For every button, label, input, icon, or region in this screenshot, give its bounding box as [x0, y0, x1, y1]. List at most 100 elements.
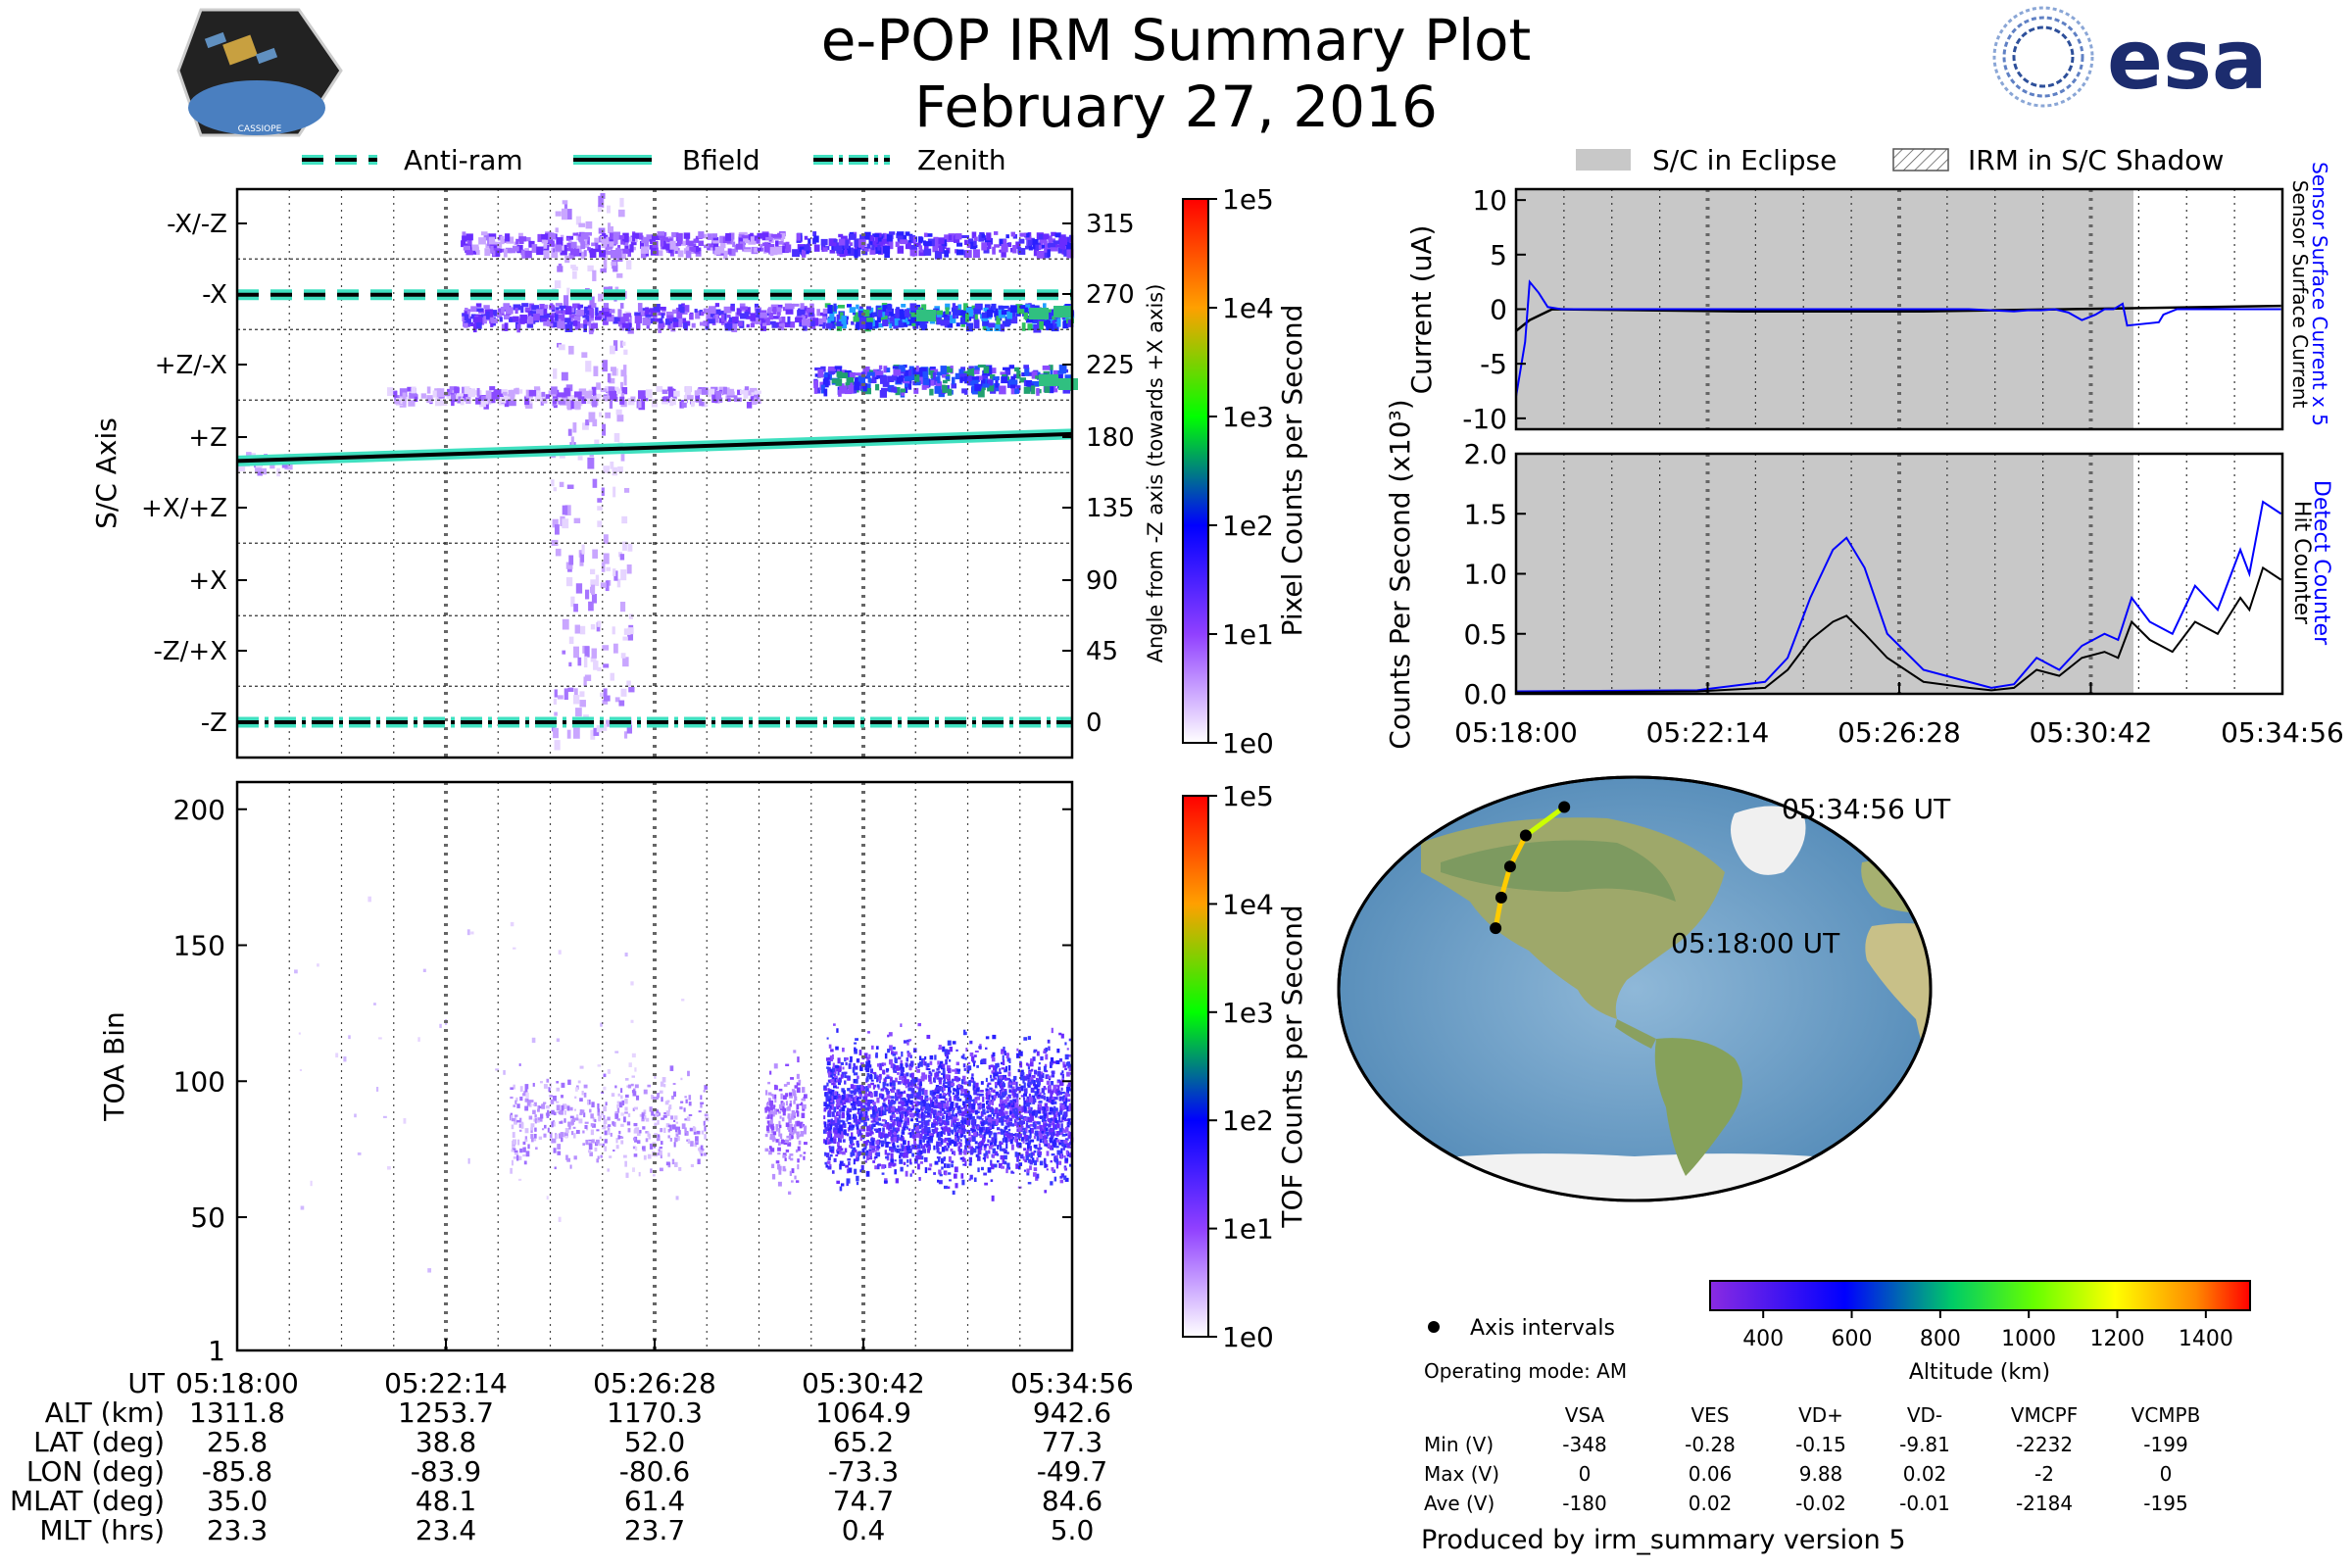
toa-heat-cell	[536, 1108, 540, 1112]
sc-heat-cell	[725, 395, 730, 402]
toa-heat-cell	[561, 1137, 564, 1143]
toa-heat-cell	[864, 1096, 868, 1102]
sc-heat-cell	[583, 676, 587, 687]
toa-heat-cell	[980, 1081, 984, 1085]
toa-heat-cell	[553, 1111, 557, 1116]
sc-heat-cell	[627, 629, 634, 641]
sc-heat-cell	[462, 231, 466, 237]
toa-heat-cell	[964, 1103, 968, 1107]
toa-heat-cell	[876, 1145, 880, 1150]
sc-heat-cell	[420, 393, 426, 399]
toa-heat-cell	[835, 1111, 840, 1117]
toa-heat-cell	[1017, 1142, 1021, 1146]
sc-heat-cell	[841, 385, 848, 394]
sc-heat-cell	[575, 708, 582, 717]
toa-heat-cell	[903, 1107, 906, 1112]
toa-heat-cell	[835, 1046, 839, 1051]
toa-heat-cell	[997, 1152, 1000, 1156]
sc-heat-cell	[481, 396, 488, 402]
toa-heat-cell	[798, 1140, 802, 1146]
sc-axis-lines	[236, 289, 1073, 728]
toa-heat-cell	[633, 1153, 638, 1157]
toa-heat-cell	[923, 1110, 927, 1113]
toa-heat-cell	[1048, 1088, 1052, 1094]
toa-heat-cell	[825, 1164, 829, 1168]
toa-heat-cell	[845, 1061, 848, 1066]
toa-heat-cell	[923, 1134, 928, 1137]
sc-heat-cell	[599, 250, 606, 258]
toa-heat-cell	[951, 1160, 955, 1163]
toa-heat-cell	[1063, 1106, 1068, 1110]
toa-heat-cell	[831, 1170, 835, 1174]
sc-heat-cell	[491, 396, 496, 404]
sc-heat-cell	[728, 317, 734, 322]
sc-heat-cell	[850, 382, 854, 392]
toa-heat-cell	[835, 1103, 839, 1108]
sc-heat-cell	[603, 466, 611, 473]
toa-heat-cell	[564, 1103, 567, 1108]
sc-heat-cell	[619, 554, 625, 561]
sc-heat-cell	[856, 304, 859, 310]
toa-heat-cell	[661, 1117, 665, 1120]
sc-heat-cell	[987, 379, 994, 386]
toa-heat-cell	[986, 1094, 989, 1101]
toa-heat-cell	[912, 1082, 916, 1087]
sc-heat-cell	[906, 375, 915, 381]
sc-heat-cell	[553, 727, 559, 739]
toa-heat-cell	[877, 1107, 881, 1111]
pixel-colorbar-label: Pixel Counts per Second	[1276, 305, 1308, 637]
sc-heat-cell	[933, 236, 939, 246]
toa-heat-cell	[855, 1088, 858, 1094]
toa-heat-cell	[1050, 1181, 1054, 1186]
toa-heat-cell	[910, 1088, 915, 1094]
toa-heat-cell	[1066, 1071, 1070, 1077]
toa-heat-cell	[591, 1139, 595, 1144]
sc-heat-cell	[865, 383, 871, 391]
toa-heat-cell	[1056, 1081, 1059, 1084]
sc-axis-tick-label: +X/+Z	[141, 494, 227, 523]
toa-heat-cell	[946, 1142, 950, 1146]
toa-heat-cell	[895, 1116, 900, 1122]
sc-heat-cell	[738, 233, 745, 238]
toa-heat-cell	[829, 1153, 833, 1157]
sc-heat-cell	[746, 316, 752, 319]
sc-heat-cell	[581, 544, 585, 555]
toa-heat-cell	[908, 1085, 912, 1091]
toa-heat-cell	[1061, 1142, 1066, 1147]
sc-heat-cell	[1026, 243, 1033, 249]
sc-heat-cell	[603, 395, 611, 401]
sc-heat-cell	[464, 310, 469, 317]
toa-heat-cell	[836, 1151, 841, 1154]
toa-heat-cell	[1000, 1061, 1004, 1065]
toa-heat-cell	[777, 1142, 781, 1147]
sc-heat-cell	[777, 304, 783, 309]
toa-heat-cell	[621, 1100, 625, 1105]
toa-heat-cell	[969, 1114, 972, 1120]
toa-heat-cell	[624, 1111, 628, 1114]
sc-heat-cell	[609, 225, 614, 235]
toa-heat-cell	[882, 1110, 887, 1116]
toa-heat-cell	[874, 1111, 878, 1117]
sc-heat-cell	[594, 237, 599, 244]
sc-heat-cell	[754, 390, 761, 394]
toa-heat-cell	[1020, 1106, 1024, 1112]
toa-heat-cell	[604, 1130, 608, 1136]
toa-heat-cell	[561, 1104, 564, 1111]
toa-heat-cell	[798, 1079, 802, 1084]
toa-heat-cell	[884, 1138, 887, 1145]
sc-heat-cell	[575, 216, 581, 225]
toa-heat-cell	[647, 1084, 652, 1088]
toa-heat-cell	[889, 1045, 893, 1052]
sc-heat-cell	[673, 242, 681, 247]
toa-heat-cell	[534, 1114, 537, 1118]
toa-heat-cell	[1061, 1070, 1064, 1074]
toa-heat-cell	[918, 1055, 922, 1060]
toa-heat-cell	[858, 1050, 862, 1055]
sc-heat-cell	[852, 389, 858, 394]
toa-heat-cell	[514, 1114, 518, 1117]
toa-heat-cell	[841, 1111, 845, 1117]
toa-heat-cell	[857, 1075, 859, 1079]
toa-heat-cell	[539, 1117, 543, 1122]
sc-heat-cell	[488, 236, 496, 245]
toa-heat-cell	[636, 1140, 641, 1145]
